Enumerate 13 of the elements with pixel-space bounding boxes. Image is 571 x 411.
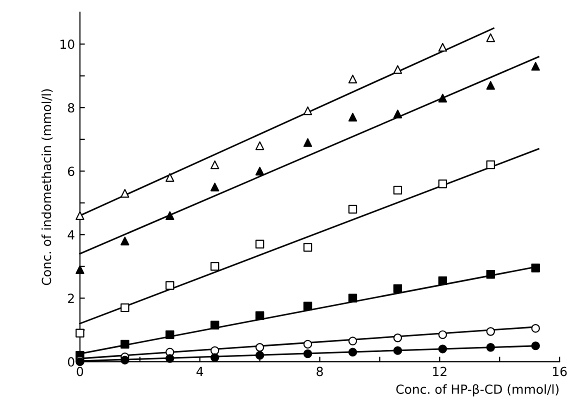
y-tick-label: 0: [68, 357, 74, 367]
x-tick-label: 4: [196, 366, 204, 376]
y-tick-label: 4: [68, 230, 74, 240]
y-tick-label: 8: [68, 103, 74, 113]
y-axis-title: Conc. of indomethacin (mmol/l): [42, 89, 53, 286]
x-axis-title: Conc. of HP-β-CD (mmol/l): [396, 384, 559, 396]
x-tick-label: 16: [553, 366, 567, 376]
x-tick-label: 12: [433, 366, 446, 376]
x-tick-label: 0: [76, 366, 84, 376]
y-tick-label: 6: [68, 166, 74, 176]
x-tick-label: 8: [316, 366, 323, 376]
y-tick-label: 10: [60, 40, 74, 50]
y-tick-label: 2: [68, 294, 74, 303]
